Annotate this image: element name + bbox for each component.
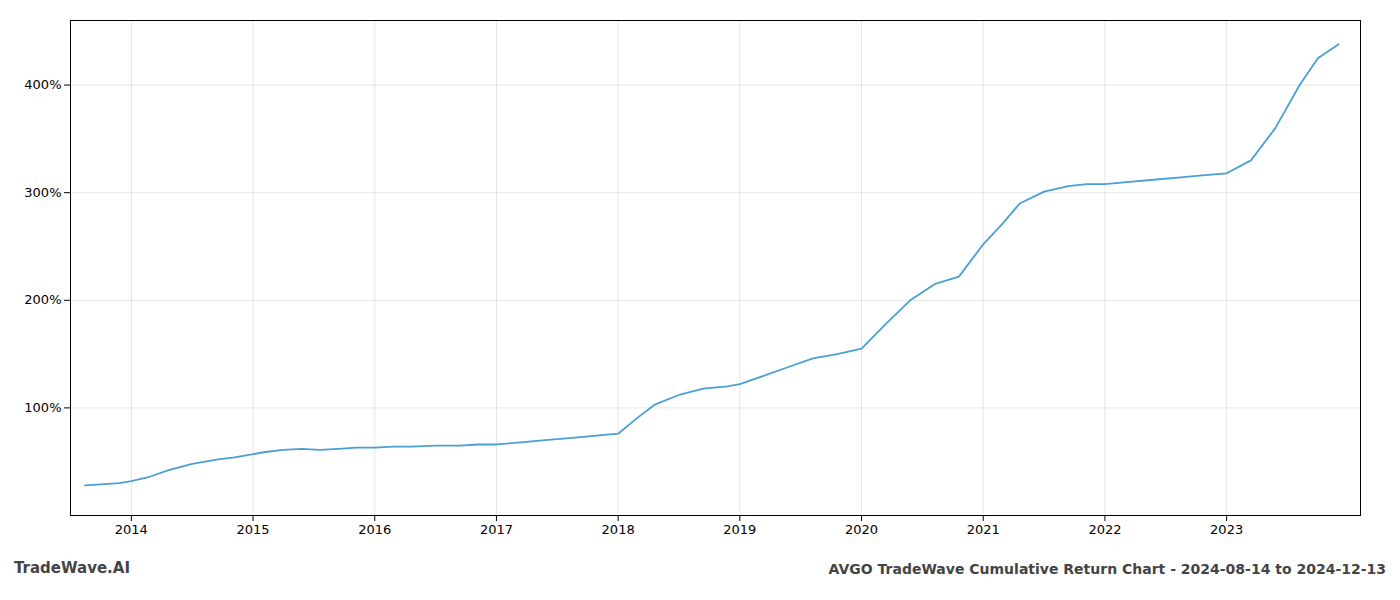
svg-text:100%: 100% <box>24 400 61 415</box>
svg-text:2019: 2019 <box>723 522 756 537</box>
svg-text:2016: 2016 <box>358 522 391 537</box>
svg-text:300%: 300% <box>24 185 61 200</box>
svg-text:400%: 400% <box>24 77 61 92</box>
svg-text:2017: 2017 <box>480 522 513 537</box>
svg-text:2014: 2014 <box>115 522 148 537</box>
svg-text:200%: 200% <box>24 292 61 307</box>
svg-text:2021: 2021 <box>967 522 1000 537</box>
svg-text:2018: 2018 <box>602 522 635 537</box>
svg-text:2023: 2023 <box>1210 522 1243 537</box>
svg-text:2015: 2015 <box>237 522 270 537</box>
html-text:AVGO TradeWave Cumulative Retu: AVGO TradeWave Cumulative Return Chart -… <box>828 561 1386 577</box>
svg-text:2020: 2020 <box>845 522 878 537</box>
svg-text:2022: 2022 <box>1088 522 1121 537</box>
html-text:TradeWave.AI: TradeWave.AI <box>14 559 130 577</box>
